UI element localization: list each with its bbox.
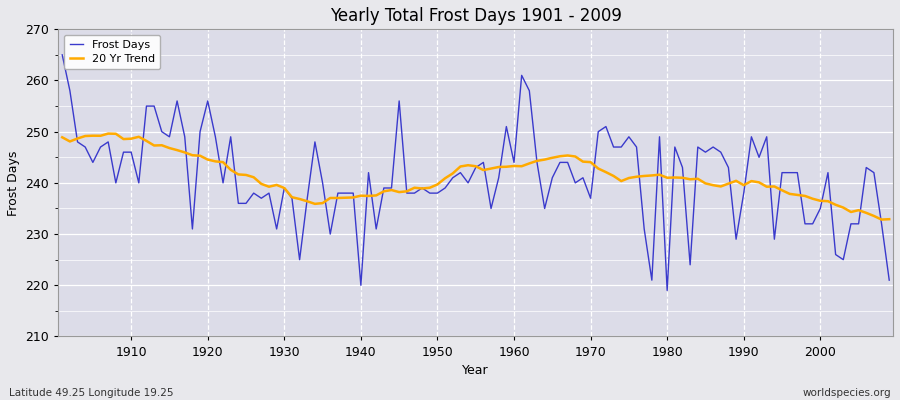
20 Yr Trend	[57, 135, 68, 140]
20 Yr Trend	[877, 217, 887, 222]
20 Yr Trend	[508, 164, 519, 168]
Frost Days	[332, 191, 343, 196]
Frost Days	[57, 52, 68, 57]
Text: Latitude 49.25 Longitude 19.25: Latitude 49.25 Longitude 19.25	[9, 388, 174, 398]
Legend: Frost Days, 20 Yr Trend: Frost Days, 20 Yr Trend	[64, 35, 160, 70]
Title: Yearly Total Frost Days 1901 - 2009: Yearly Total Frost Days 1901 - 2009	[329, 7, 622, 25]
Frost Days	[600, 124, 611, 129]
20 Yr Trend	[884, 217, 895, 222]
20 Yr Trend	[608, 174, 619, 178]
Frost Days	[884, 278, 895, 282]
Frost Days	[508, 160, 519, 165]
20 Yr Trend	[126, 136, 137, 141]
Frost Days	[286, 196, 297, 201]
20 Yr Trend	[340, 195, 351, 200]
Frost Days	[662, 288, 672, 293]
20 Yr Trend	[103, 131, 113, 136]
20 Yr Trend	[294, 197, 305, 202]
Y-axis label: Frost Days: Frost Days	[7, 150, 20, 216]
Frost Days	[118, 150, 129, 154]
Line: 20 Yr Trend: 20 Yr Trend	[62, 134, 889, 220]
Frost Days	[501, 124, 512, 129]
X-axis label: Year: Year	[463, 364, 489, 377]
20 Yr Trend	[517, 164, 527, 169]
Line: Frost Days: Frost Days	[62, 55, 889, 290]
Text: worldspecies.org: worldspecies.org	[803, 388, 891, 398]
